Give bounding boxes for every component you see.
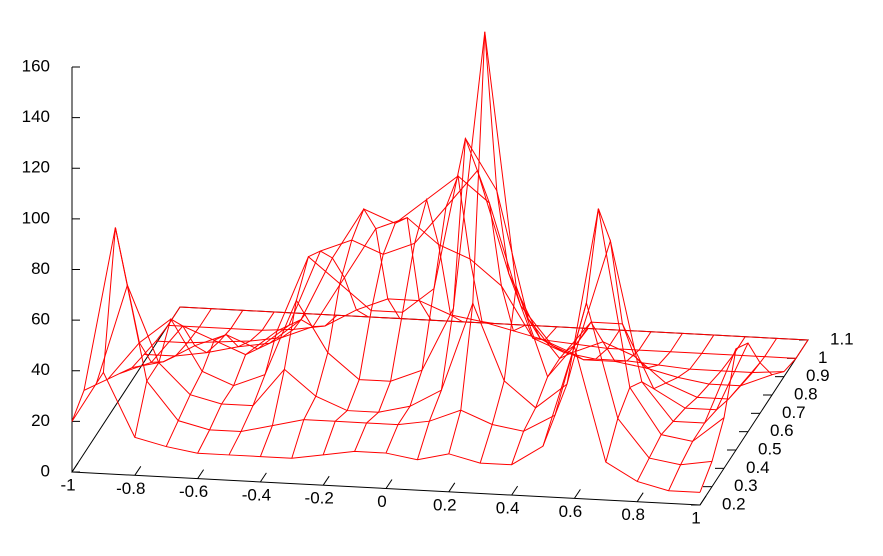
surface-column (134, 310, 244, 438)
x-tick-label: 0 (377, 492, 386, 511)
surface-column (573, 208, 683, 369)
base-frame (71, 306, 809, 506)
surface-column (228, 314, 338, 456)
y-tick-label: 0.9 (806, 366, 830, 385)
z-tick-label: 160 (22, 56, 50, 75)
x-tick (385, 479, 393, 489)
surface-row (155, 217, 785, 373)
y-tick-label: 0.5 (758, 439, 782, 458)
y-tick-label: 0.2 (722, 494, 746, 513)
surface-column (291, 207, 401, 459)
z-tick-label: 40 (31, 360, 50, 379)
surface-column (668, 338, 778, 491)
x-tick (573, 489, 581, 499)
x-tick-label: -0.4 (242, 485, 271, 504)
surface-column (636, 336, 746, 482)
z-tick-label: 140 (22, 107, 50, 126)
x-tick-label: 0.4 (496, 499, 520, 518)
x-tick-label: -0.8 (116, 479, 145, 498)
surface-column (165, 311, 275, 447)
z-tick-label: 0 (41, 461, 50, 480)
surface-column (385, 174, 495, 454)
surface-column (197, 313, 306, 454)
z-tick-label: 100 (22, 208, 50, 227)
y-tick-label: 1.1 (830, 329, 854, 348)
y-tick-label: 0.4 (746, 458, 770, 477)
x-tick-label: -0.2 (305, 489, 334, 508)
surface-column (416, 138, 526, 460)
surface-row (143, 175, 773, 387)
x-tick (636, 492, 644, 502)
surface-column (511, 329, 621, 465)
x-tick-label: -1 (60, 475, 75, 494)
y-tick-label: 0.3 (734, 476, 758, 495)
surface-column (259, 250, 369, 457)
y-tick-label: 1 (818, 348, 827, 367)
surface-column (699, 339, 809, 493)
x-tick-label: -0.6 (179, 482, 208, 501)
x-tick (134, 466, 142, 476)
z-tick-label: 60 (31, 310, 50, 329)
z-tick-label: 20 (31, 411, 50, 430)
x-tick-label: 0.2 (433, 495, 457, 514)
x-tick-label: 0.8 (621, 505, 645, 524)
surface-column (354, 197, 463, 452)
x-tick-label: 0.6 (559, 502, 583, 521)
surface-column (71, 306, 181, 422)
surface-row (131, 169, 761, 400)
surface-column (322, 216, 432, 455)
surface-column (542, 321, 652, 447)
surface-row (83, 227, 713, 466)
y-tick-label: 0.8 (794, 384, 818, 403)
surface-row (71, 344, 701, 493)
surface-column (479, 286, 589, 464)
x-tick (197, 469, 205, 479)
z-tick-label: 120 (22, 158, 50, 177)
z-tick-label: 80 (31, 259, 50, 278)
y-tick-label: 0.6 (770, 421, 794, 440)
x-tick-label: 1 (691, 508, 700, 527)
y-tick-label: 0.7 (782, 403, 806, 422)
x-tick (322, 475, 330, 486)
surface-column (102, 227, 212, 373)
x-tick (511, 485, 519, 496)
surface-row (119, 137, 749, 411)
surface-column (605, 334, 715, 463)
x-tick (448, 482, 456, 493)
surface-column (448, 31, 558, 454)
x-tick (71, 462, 79, 473)
x-tick (259, 472, 267, 483)
surface-row (167, 298, 797, 359)
x-tick (699, 495, 707, 506)
